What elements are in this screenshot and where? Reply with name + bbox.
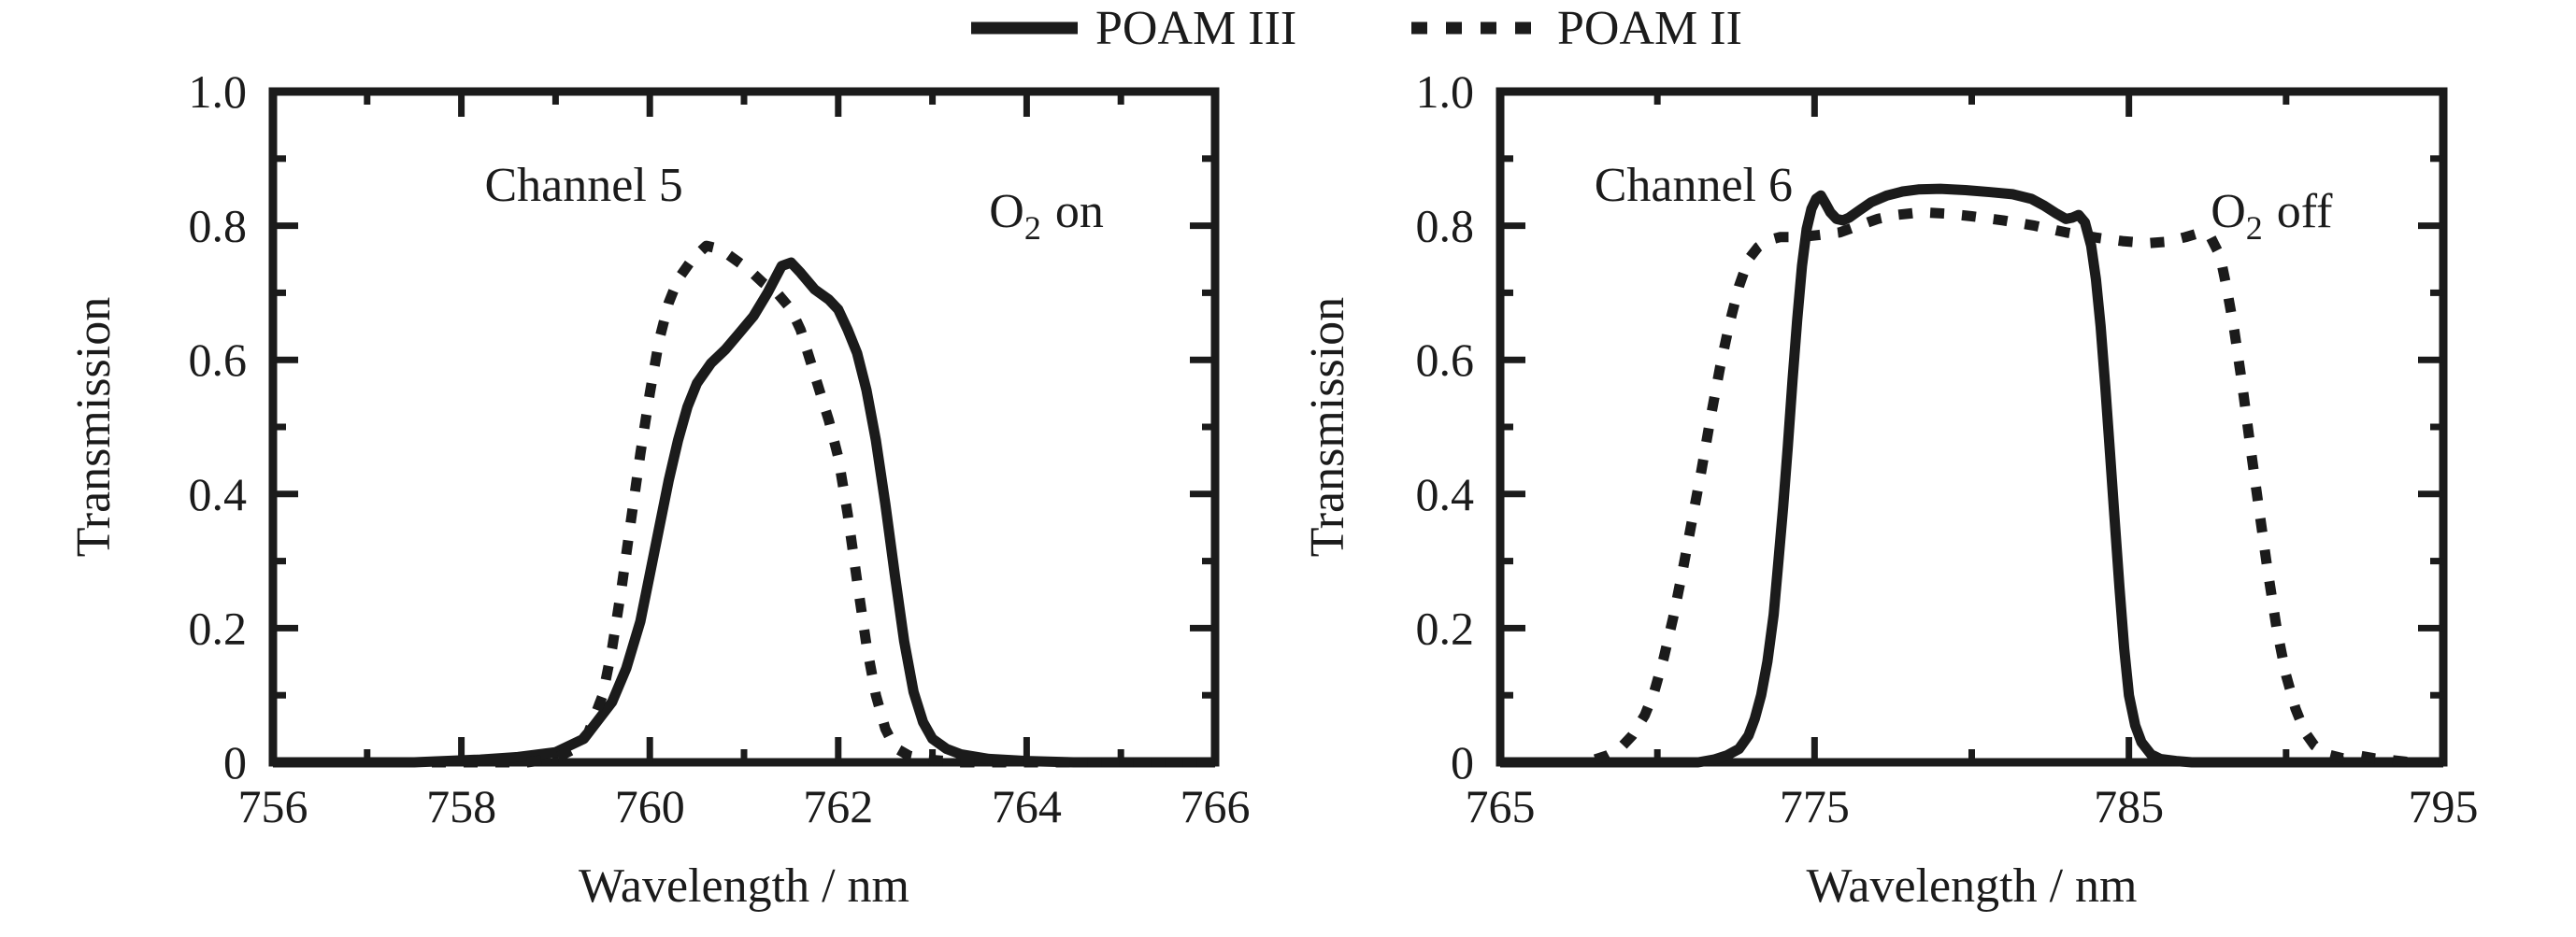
series-line-poam-ii	[273, 240, 1215, 768]
x-tick-label: 764	[992, 780, 1062, 832]
x-tick-label: 762	[803, 780, 873, 832]
o2-state-text: on	[1055, 185, 1104, 238]
legend: POAM III POAM II	[0, 1, 2576, 55]
series-line-poam-iii	[273, 257, 1215, 768]
x-axis-title: Wavelength / nm	[579, 859, 909, 913]
solid-line-swatch	[971, 21, 1078, 35]
x-tick-label: 760	[615, 780, 685, 832]
legend-label-poam-iii: POAM III	[1095, 1, 1297, 55]
channel-label: Channel 5	[484, 159, 682, 212]
o2-state-text: off	[2277, 185, 2333, 238]
series-line-poam-iii	[1500, 183, 2443, 768]
y-tick-label: 0.4	[189, 468, 248, 520]
o2-subscript: 2	[1024, 209, 1041, 247]
y-tick-label: 0	[1451, 736, 1474, 788]
x-axis-title: Wavelength / nm	[1807, 859, 2138, 913]
o2-symbol: O	[989, 185, 1024, 238]
legend-item-poam-iii: POAM III	[968, 1, 1297, 55]
legend-label-poam-ii: POAM II	[1557, 1, 1742, 55]
x-tick-label: 766	[1181, 780, 1251, 832]
o2-subscript: 2	[2246, 209, 2263, 247]
x-tick-label: 795	[2409, 780, 2479, 832]
y-tick-label: 0.6	[1416, 334, 1475, 386]
chart-panel-2: 765 775 785 795 0 0.2 0.4 0.6 0.8 1.0 Wavelength /…	[1301, 65, 2479, 913]
y-tick-label: 1.0	[1416, 65, 1475, 118]
o2-symbol: O	[2211, 185, 2246, 238]
x-tick-label: 775	[1780, 780, 1850, 832]
y-tick-label: 1.0	[189, 65, 248, 118]
y-tick-label: 0.4	[1416, 468, 1475, 520]
series-line-poam-ii	[1500, 206, 2443, 768]
channel-label: Channel 6	[1595, 159, 1793, 212]
x-tick-label: 765	[1466, 780, 1536, 832]
x-tick-label: 785	[2094, 780, 2164, 832]
o2-state-label: O2 off	[2211, 185, 2333, 247]
x-tick-label: 758	[426, 780, 496, 832]
y-tick-label: 0.6	[189, 334, 248, 386]
legend-item-poam-ii: POAM II	[1410, 1, 1742, 55]
y-tick-label: 0.2	[1416, 602, 1475, 654]
y-tick-label: 0.8	[189, 200, 248, 252]
y-axis-title: Transmission	[67, 297, 121, 557]
y-tick-label: 0	[223, 736, 247, 788]
y-tick-label: 0.2	[189, 602, 248, 654]
o2-state-label: O2 on	[989, 185, 1104, 247]
x-tick-label: 756	[238, 780, 308, 832]
y-axis-title: Transmission	[1301, 297, 1354, 557]
chart-panel-1: 756 758 760 762 764 766 0 0.2 0.4 0.6 0.8 1.0 Wavele…	[67, 65, 1251, 913]
dashed-line-swatch	[1411, 21, 1542, 35]
y-tick-label: 0.8	[1416, 200, 1475, 252]
